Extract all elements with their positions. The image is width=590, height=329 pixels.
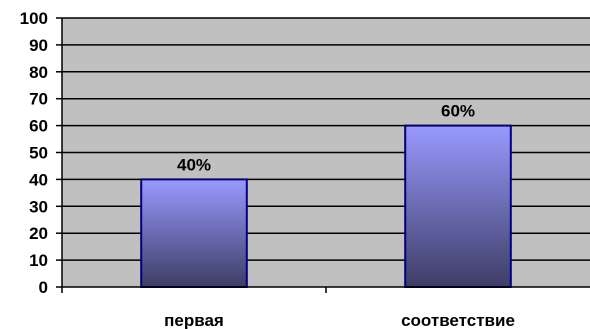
y-tick-label: 40 bbox=[29, 170, 48, 189]
y-tick-label: 60 bbox=[29, 117, 48, 136]
data-labels: 40% 60% bbox=[177, 102, 475, 175]
bar bbox=[404, 124, 512, 288]
y-tick-label: 0 bbox=[39, 278, 48, 297]
y-tick-label: 20 bbox=[29, 224, 48, 243]
y-tick-label: 50 bbox=[29, 144, 48, 163]
x-axis-labels: первая соответствие bbox=[164, 311, 515, 329]
bar bbox=[140, 178, 248, 288]
y-axis-ticks: 0 10 20 30 40 50 60 70 80 90 100 bbox=[20, 9, 62, 297]
x-category-label: соответствие bbox=[401, 311, 515, 329]
data-label: 60% bbox=[441, 102, 475, 121]
y-tick-label: 70 bbox=[29, 90, 48, 109]
bars bbox=[140, 124, 512, 288]
y-tick-label: 30 bbox=[29, 197, 48, 216]
y-tick-label: 90 bbox=[29, 36, 48, 55]
y-tick-label: 80 bbox=[29, 63, 48, 82]
y-tick-label: 10 bbox=[29, 251, 48, 270]
data-label: 40% bbox=[177, 155, 211, 174]
x-category-label: первая bbox=[164, 311, 224, 329]
y-tick-label: 100 bbox=[20, 9, 48, 28]
